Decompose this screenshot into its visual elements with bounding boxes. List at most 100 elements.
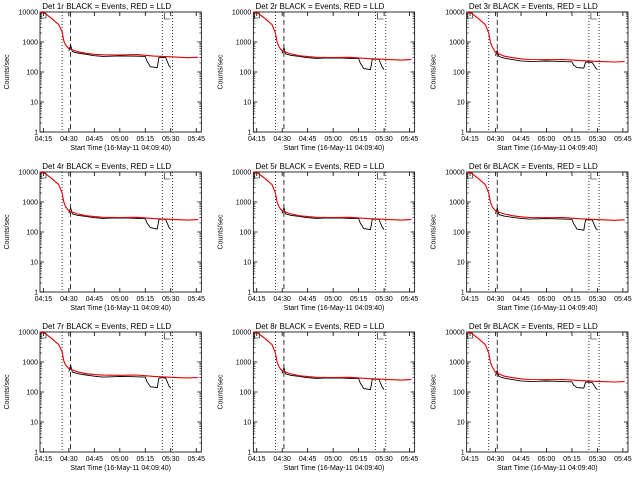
- y-tick-label: 10: [244, 100, 252, 107]
- end-flag-icon: [377, 173, 384, 180]
- y-tick-label: 10000: [445, 170, 465, 177]
- y-tick-label: 100: [240, 390, 252, 397]
- y-axis-label: Counts/sec: [4, 214, 11, 250]
- x-tick-label: 04:30: [487, 296, 505, 303]
- y-axis-label: Counts/sec: [217, 214, 224, 250]
- y-tick-label: 1: [34, 130, 38, 137]
- x-tick-label: 04:15: [248, 296, 266, 303]
- y-tick-label: 10000: [19, 10, 39, 17]
- x-tick-label: 05:00: [324, 136, 342, 143]
- y-tick-label: 10: [244, 420, 252, 427]
- x-tick-label: 05:15: [563, 136, 581, 143]
- plot-frame: [252, 11, 416, 133]
- y-tick-label: 100: [453, 230, 465, 237]
- x-tick-label: 05:15: [137, 296, 155, 303]
- x-axis-label: Start Time (16-May-11 04:09:40): [70, 145, 171, 152]
- x-tick-label: 05:30: [589, 136, 607, 143]
- x-tick-label: 05:00: [324, 296, 342, 303]
- x-tick-label: 05:30: [375, 296, 393, 303]
- x-tick-label: 04:15: [35, 136, 53, 143]
- end-flag-icon: [590, 173, 597, 180]
- end-flag-icon: [163, 173, 171, 180]
- series-lld-line: [39, 171, 198, 221]
- x-tick-label: 04:30: [60, 456, 78, 463]
- series-lld-line: [253, 331, 412, 381]
- y-tick-label: 1: [461, 450, 465, 457]
- x-tick-label: 04:45: [512, 456, 530, 463]
- y-tick-label: 1000: [449, 200, 465, 207]
- y-tick-label: 100: [26, 230, 38, 237]
- y-tick-label: 10000: [232, 10, 252, 17]
- y-tick-label: 100: [453, 390, 465, 397]
- x-tick-label: 05:15: [137, 136, 155, 143]
- x-tick-label: 04:45: [299, 296, 317, 303]
- y-tick-label: 1000: [449, 360, 465, 367]
- x-tick-label: 05:00: [111, 296, 129, 303]
- x-tick-label: 05:45: [187, 456, 205, 463]
- y-tick-label: 10: [244, 260, 252, 267]
- panel-title: Det 5r BLACK = Events, RED = LLD: [256, 162, 385, 171]
- y-tick-label: 10: [30, 260, 38, 267]
- y-tick-label: 10000: [445, 10, 465, 17]
- x-tick-label: 05:00: [538, 136, 556, 143]
- x-tick-label: 05:30: [162, 136, 180, 143]
- x-tick-label: 04:30: [273, 136, 291, 143]
- x-tick-label: 05:30: [589, 296, 607, 303]
- y-tick-label: 10: [457, 420, 465, 427]
- panel-title: Det 9r BLACK = Events, RED = LLD: [469, 322, 598, 331]
- x-tick-label: 04:15: [461, 456, 479, 463]
- end-flag-icon: [377, 333, 384, 340]
- y-tick-label: 1: [247, 130, 251, 137]
- x-tick-label: 05:15: [350, 296, 368, 303]
- x-axis-label: Start Time (16-May-11 04:09:40): [284, 145, 385, 152]
- x-tick-label: 04:45: [512, 136, 530, 143]
- y-tick-label: 1: [34, 450, 38, 457]
- series-lld-line: [466, 171, 625, 221]
- panel-title: Det 2r BLACK = Events, RED = LLD: [256, 2, 385, 11]
- series-lld-line: [253, 11, 412, 61]
- x-tick-label: 05:15: [563, 456, 581, 463]
- y-tick-label: 10: [30, 100, 38, 107]
- panel-title: Det 6r BLACK = Events, RED = LLD: [469, 162, 598, 171]
- y-tick-label: 10: [30, 420, 38, 427]
- x-tick-label: 05:30: [162, 456, 180, 463]
- plot-frame: [252, 331, 416, 453]
- x-tick-label: 05:00: [111, 456, 129, 463]
- panel-title: Det 1r BLACK = Events, RED = LLD: [42, 2, 171, 11]
- x-tick-label: 05:00: [538, 296, 556, 303]
- y-tick-label: 1: [461, 290, 465, 297]
- y-axis-label: Counts/sec: [217, 54, 224, 90]
- plot-frame: [39, 331, 202, 453]
- series-lld-line: [253, 171, 412, 221]
- x-tick-label: 05:45: [614, 296, 632, 303]
- x-tick-label: 05:45: [401, 456, 419, 463]
- plot-frame: [466, 171, 629, 293]
- panel-det-9: Det 9r BLACK = Events, RED = LLD 1 10 100 10…: [431, 322, 632, 472]
- panel-title: Det 7r BLACK = Events, RED = LLD: [42, 322, 171, 331]
- plot-frame: [466, 331, 629, 453]
- series-lld-line: [466, 11, 625, 63]
- series-lld-line: [466, 331, 625, 383]
- y-tick-label: 100: [240, 70, 252, 77]
- x-tick-label: 04:15: [248, 456, 266, 463]
- panel-det-7: Det 7r BLACK = Events, RED = LLD 1 10 100 10…: [4, 322, 205, 472]
- y-tick-label: 10000: [232, 330, 252, 337]
- x-tick-label: 05:45: [614, 136, 632, 143]
- plot-frame: [252, 171, 416, 293]
- plot-frame: [39, 171, 202, 293]
- end-flag-icon: [377, 13, 384, 20]
- series-events-line: [495, 48, 598, 70]
- x-tick-label: 05:45: [187, 136, 205, 143]
- x-tick-label: 05:15: [563, 296, 581, 303]
- x-tick-label: 05:15: [350, 136, 368, 143]
- x-tick-label: 04:30: [487, 136, 505, 143]
- x-tick-label: 04:30: [60, 136, 78, 143]
- x-tick-label: 05:15: [137, 456, 155, 463]
- y-tick-label: 1000: [449, 40, 465, 47]
- y-tick-label: 1: [34, 290, 38, 297]
- x-axis-label: Start Time (16-May-11 04:09:40): [70, 465, 171, 472]
- y-axis-label: Counts/sec: [4, 374, 11, 410]
- panel-det-2: Det 2r BLACK = Events, RED = LLD 1 10 100 10…: [217, 2, 418, 152]
- panel-det-6: Det 6r BLACK = Events, RED = LLD 1 10 100 10…: [431, 162, 632, 312]
- x-tick-label: 04:45: [299, 456, 317, 463]
